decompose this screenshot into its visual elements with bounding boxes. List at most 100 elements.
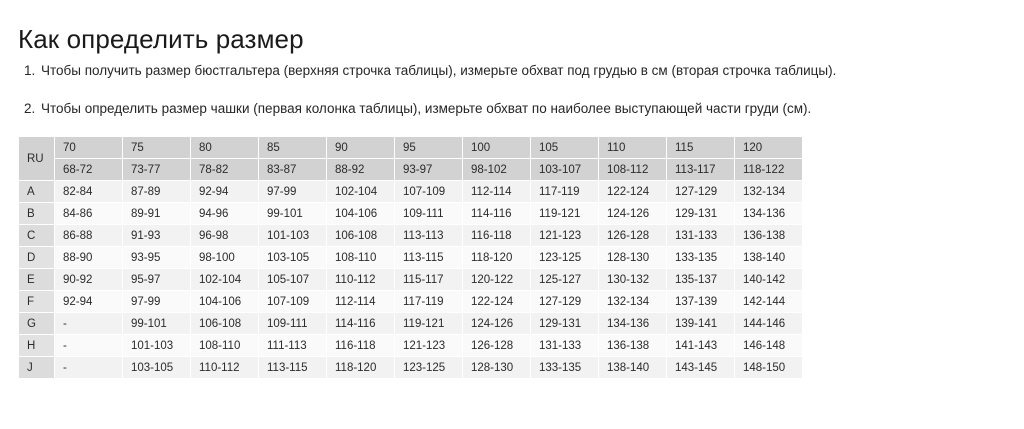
- table-cell-bust-range: 126-128: [462, 334, 531, 357]
- instruction-item-1: 1. Чтобы получить размер бюстгальтера (в…: [24, 62, 1014, 80]
- table-cell-bust-range: 112-114: [326, 290, 395, 313]
- row-header-cup-size: H: [18, 334, 55, 357]
- instruction-number: 2.: [24, 101, 36, 116]
- row-header-cup-size: B: [18, 202, 55, 225]
- column-header-underbust-range: 88-92: [326, 158, 395, 181]
- table-cell-bust-range: 106-108: [190, 312, 259, 335]
- table-cell-bust-range: 144-146: [734, 312, 803, 335]
- table-cell-bust-range: 132-134: [734, 180, 803, 203]
- table-header-row-sizes: RU 70 75 80 85 90 95 100 105 110 115 120: [18, 136, 803, 181]
- table-cell-bust-range: 141-143: [666, 334, 735, 357]
- column-header-underbust-range: 103-107: [530, 158, 599, 181]
- table-cell-bust-range: 115-117: [394, 268, 463, 291]
- table-cell-bust-range: 109-111: [394, 202, 463, 225]
- table-cell-bust-range: 107-109: [394, 180, 463, 203]
- table-row: E 90-92 95-97 102-104 105-107 110-112 115-117 1…: [18, 268, 803, 291]
- instructions-list: 1. Чтобы получить размер бюстгальтера (в…: [24, 62, 1014, 138]
- table-cell-bust-range: 133-135: [666, 246, 735, 269]
- column-header-underbust-range: 68-72: [54, 158, 123, 181]
- table-cell-bust-range: 104-106: [190, 290, 259, 313]
- table-cell-bust-range: 133-135: [530, 356, 599, 379]
- instruction-text: Чтобы получить размер бюстгальтера (верх…: [41, 63, 837, 78]
- table-row: D 88-90 93-95 98-100 103-105 108-110 113-115 11…: [18, 246, 803, 269]
- table-cell-bust-range: 136-138: [734, 224, 803, 247]
- table-cell-bust-range: 111-113: [258, 334, 327, 357]
- row-header-cup-size: F: [18, 290, 55, 313]
- column-header-size: 105: [530, 136, 599, 159]
- row-header-cup-size: C: [18, 224, 55, 247]
- column-header-underbust-range: 113-117: [666, 158, 735, 181]
- table-cell-bust-range: 123-125: [530, 246, 599, 269]
- column-header-size: 100: [462, 136, 531, 159]
- table-cell-bust-range: 132-134: [598, 290, 667, 313]
- table-cell-bust-range: 93-95: [122, 246, 191, 269]
- table-cell-bust-range: 114-116: [462, 202, 531, 225]
- table-cell-bust-range: 126-128: [598, 224, 667, 247]
- table-cell-bust-range: 134-136: [734, 202, 803, 225]
- instruction-text: Чтобы определить размер чашки (первая ко…: [41, 101, 812, 116]
- row-header-cup-size: E: [18, 268, 55, 291]
- row-header-cup-size: J: [18, 356, 55, 379]
- column-header-underbust-range: 98-102: [462, 158, 531, 181]
- table-cell-bust-range: 120-122: [462, 268, 531, 291]
- table-cell-bust-range: 102-104: [190, 268, 259, 291]
- table-cell-bust-range: 148-150: [734, 356, 803, 379]
- table-cell-bust-range: 138-140: [598, 356, 667, 379]
- column-header-underbust-range: 93-97: [394, 158, 463, 181]
- table-cell-bust-range: 143-145: [666, 356, 735, 379]
- table-cell-bust-range: 117-119: [394, 290, 463, 313]
- table-cell-bust-range: -: [54, 334, 123, 357]
- table-cell-bust-range: 97-99: [258, 180, 327, 203]
- table-cell-bust-range: 146-148: [734, 334, 803, 357]
- table-cell-bust-range: 95-97: [122, 268, 191, 291]
- column-header-size: 80: [190, 136, 259, 159]
- column-header-underbust-range: 78-82: [190, 158, 259, 181]
- table-cell-bust-range: 137-139: [666, 290, 735, 313]
- table-cell-bust-range: 118-120: [462, 246, 531, 269]
- table-cell-bust-range: 84-86: [54, 202, 123, 225]
- table-cell-bust-range: 96-98: [190, 224, 259, 247]
- table-cell-bust-range: 92-94: [54, 290, 123, 313]
- table-cell-bust-range: 116-118: [462, 224, 531, 247]
- instruction-item-2: 2. Чтобы определить размер чашки (первая…: [24, 100, 1014, 118]
- table-cell-bust-range: 118-120: [326, 356, 395, 379]
- table-cell-bust-range: 138-140: [734, 246, 803, 269]
- table-cell-bust-range: 108-110: [326, 246, 395, 269]
- table-cell-bust-range: 104-106: [326, 202, 395, 225]
- table-cell-bust-range: -: [54, 356, 123, 379]
- table-cell-bust-range: 86-88: [54, 224, 123, 247]
- table-cell-bust-range: 109-111: [258, 312, 327, 335]
- column-header-underbust-range: 108-112: [598, 158, 667, 181]
- table-cell-bust-range: 121-123: [394, 334, 463, 357]
- table-row: F 92-94 97-99 104-106 107-109 112-114 117-119 1…: [18, 290, 803, 313]
- table-cell-bust-range: 128-130: [598, 246, 667, 269]
- table-cell-bust-range: 90-92: [54, 268, 123, 291]
- table-cell-bust-range: 91-93: [122, 224, 191, 247]
- table-cell-bust-range: 117-119: [530, 180, 599, 203]
- row-header-cup-size: D: [18, 246, 55, 269]
- table-row: B 84-86 89-91 94-96 99-101 104-106 109-111 114-…: [18, 202, 803, 225]
- table-cell-bust-range: 106-108: [326, 224, 395, 247]
- column-header-size: 70: [54, 136, 123, 159]
- table-cell-bust-range: 129-131: [530, 312, 599, 335]
- table-row: H -101-103 108-110 111-113 116-118 121-123 126…: [18, 334, 803, 357]
- table-cell-bust-range: 113-115: [394, 246, 463, 269]
- table-cell-bust-range: 99-101: [122, 312, 191, 335]
- table-cell-bust-range: 122-124: [462, 290, 531, 313]
- table-cell-bust-range: 98-100: [190, 246, 259, 269]
- table-row: J -103-105 110-112 113-115 118-120 123-125 128…: [18, 356, 803, 379]
- table-cell-bust-range: 88-90: [54, 246, 123, 269]
- table-cell-bust-range: 140-142: [734, 268, 803, 291]
- table-cell-bust-range: 102-104: [326, 180, 395, 203]
- table-cell-bust-range: 127-129: [530, 290, 599, 313]
- column-header-size: 95: [394, 136, 463, 159]
- table-cell-bust-range: 99-101: [258, 202, 327, 225]
- column-header-size: 110: [598, 136, 667, 159]
- table-cell-bust-range: -: [54, 312, 123, 335]
- table-cell-bust-range: 107-109: [258, 290, 327, 313]
- table-cell-bust-range: 142-144: [734, 290, 803, 313]
- table-cell-bust-range: 136-138: [598, 334, 667, 357]
- table-row: G -99-101 106-108 109-111 114-116 119-121 124-…: [18, 312, 803, 335]
- table-cell-bust-range: 97-99: [122, 290, 191, 313]
